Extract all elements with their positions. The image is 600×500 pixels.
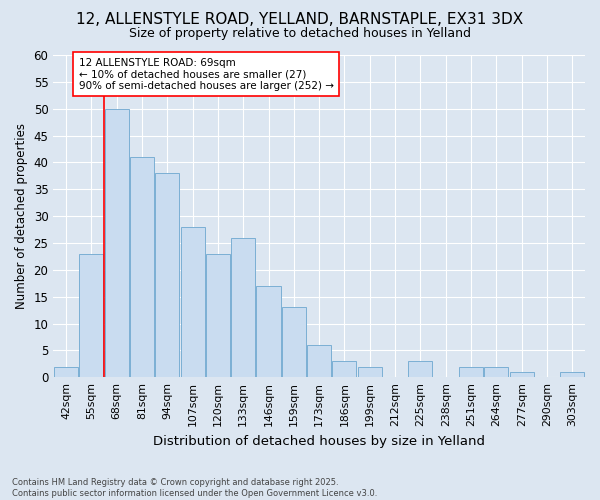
Bar [484, 366, 508, 378]
Bar [54, 366, 78, 378]
Bar [459, 366, 483, 378]
Bar [282, 308, 306, 378]
Bar [509, 372, 534, 378]
Text: 12, ALLENSTYLE ROAD, YELLAND, BARNSTAPLE, EX31 3DX: 12, ALLENSTYLE ROAD, YELLAND, BARNSTAPLE… [76, 12, 524, 28]
Y-axis label: Number of detached properties: Number of detached properties [15, 123, 28, 309]
Bar [409, 361, 433, 378]
Bar [104, 108, 128, 378]
Bar [79, 254, 103, 378]
Bar [332, 361, 356, 378]
Bar [181, 227, 205, 378]
X-axis label: Distribution of detached houses by size in Yelland: Distribution of detached houses by size … [153, 434, 485, 448]
Bar [358, 366, 382, 378]
Bar [256, 286, 281, 378]
Bar [206, 254, 230, 378]
Bar [307, 345, 331, 378]
Text: Contains HM Land Registry data © Crown copyright and database right 2025.
Contai: Contains HM Land Registry data © Crown c… [12, 478, 377, 498]
Bar [130, 157, 154, 378]
Bar [231, 238, 255, 378]
Text: 12 ALLENSTYLE ROAD: 69sqm
← 10% of detached houses are smaller (27)
90% of semi-: 12 ALLENSTYLE ROAD: 69sqm ← 10% of detac… [79, 58, 334, 91]
Bar [560, 372, 584, 378]
Bar [155, 173, 179, 378]
Text: Size of property relative to detached houses in Yelland: Size of property relative to detached ho… [129, 28, 471, 40]
